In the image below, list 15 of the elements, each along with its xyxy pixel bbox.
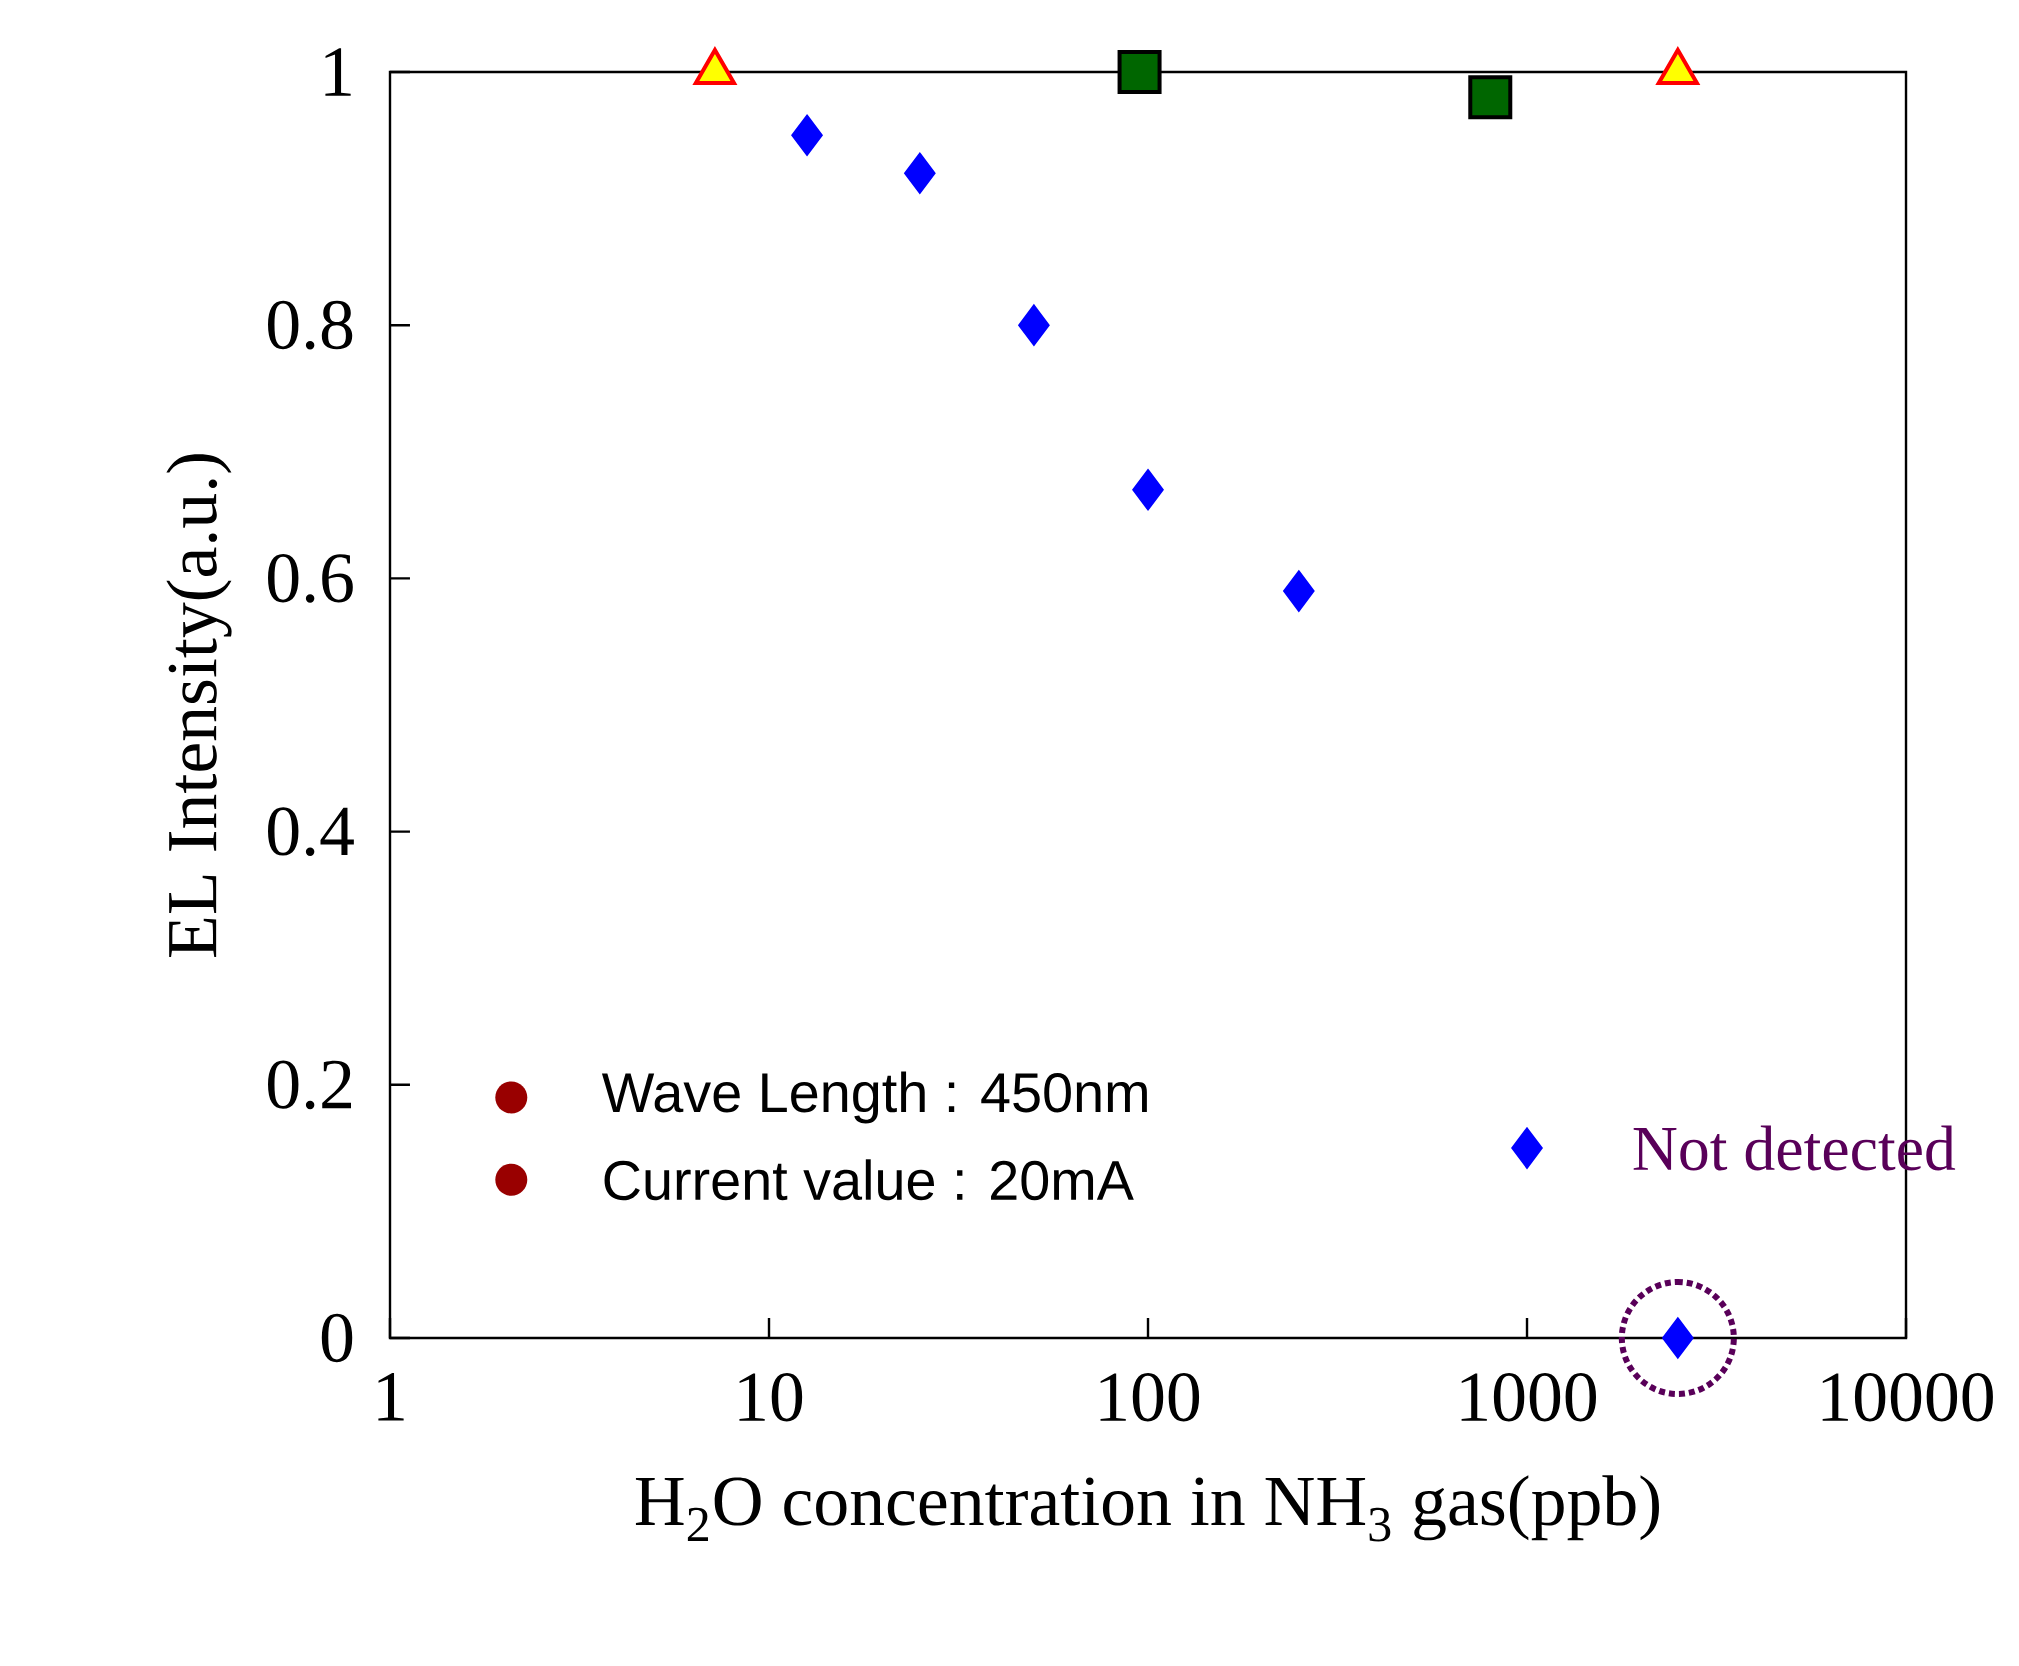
y-tick-label: 0.2 (268, 1060, 351, 1110)
y-tick-label: 0.6 (268, 554, 353, 603)
x-tick-label: 1 (378, 1373, 404, 1421)
annotation: Wave Length : 450nm (601, 1071, 1147, 1124)
x-tick-label: 10000 (1822, 1373, 1993, 1422)
x-axis-title: H$_{2}$O concentration in NH$_{3}$ gas(ppb) (635, 1475, 1659, 1542)
annotation: Current value : 20mA (604, 1159, 1134, 1201)
y-tick-label: 0.4 (268, 807, 354, 856)
y-tick-label: 1 (325, 48, 351, 96)
y-tick-label: 0.8 (268, 300, 353, 350)
x-tick-label: 1000 (1461, 1373, 1596, 1422)
x-tick-label: 100 (1100, 1373, 1200, 1422)
x-tick-label: 10 (739, 1373, 803, 1422)
y-axis-title: EL Intensity(a.u.) (166, 454, 232, 957)
y-tick-label: 0 (321, 1313, 353, 1363)
